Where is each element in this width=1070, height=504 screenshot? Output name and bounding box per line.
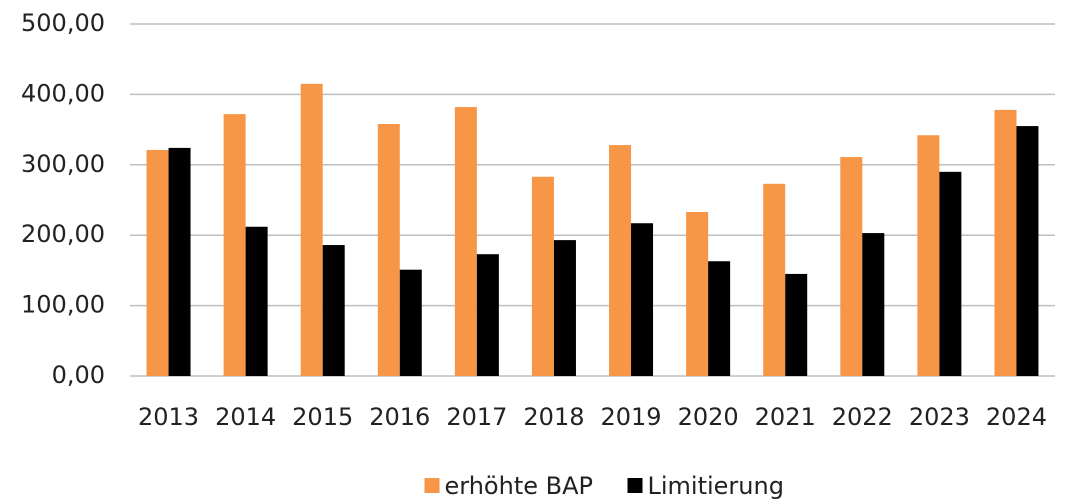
bar [223,114,246,376]
bar [840,157,863,376]
bar [476,254,499,376]
bar [609,145,632,376]
bar [994,109,1017,376]
y-tick-label: 0,00 [52,361,105,389]
bar [553,240,576,376]
x-tick-label: 2015 [292,403,353,431]
bar [785,273,808,376]
y-tick-label: 200,00 [21,220,105,248]
x-tick-label: 2022 [832,403,893,431]
x-tick-label: 2019 [601,403,662,431]
bar [531,176,554,376]
bar [322,245,345,376]
bar [686,211,709,376]
y-tick-label: 500,00 [21,9,105,37]
x-tick-label: 2014 [215,403,276,431]
legend-label: Limitierung [648,472,784,500]
bar [146,150,169,376]
bar [300,83,323,376]
bar [1016,126,1039,376]
legend-label: erhöhte BAP [445,472,593,500]
x-tick-label: 2024 [986,403,1047,431]
bar [245,226,268,376]
bar [377,123,400,376]
x-tick-label: 2023 [909,403,970,431]
y-tick-label: 300,00 [21,150,105,178]
bar [631,223,654,376]
bar [168,147,191,376]
x-tick-label: 2020 [678,403,739,431]
x-tick-label: 2016 [369,403,430,431]
bar [862,233,885,376]
legend-swatch [424,478,440,493]
bar [454,107,477,377]
y-tick-label: 400,00 [21,79,105,107]
x-tick-label: 2018 [523,403,584,431]
y-tick-label: 100,00 [21,291,105,319]
bar [917,135,940,376]
x-tick-label: 2021 [755,403,816,431]
bar [939,171,962,376]
bar [763,183,786,376]
bar [399,269,422,376]
bar [708,261,731,376]
legend-swatch [627,478,643,493]
x-tick-label: 2017 [446,403,507,431]
x-tick-label: 2013 [138,403,199,431]
